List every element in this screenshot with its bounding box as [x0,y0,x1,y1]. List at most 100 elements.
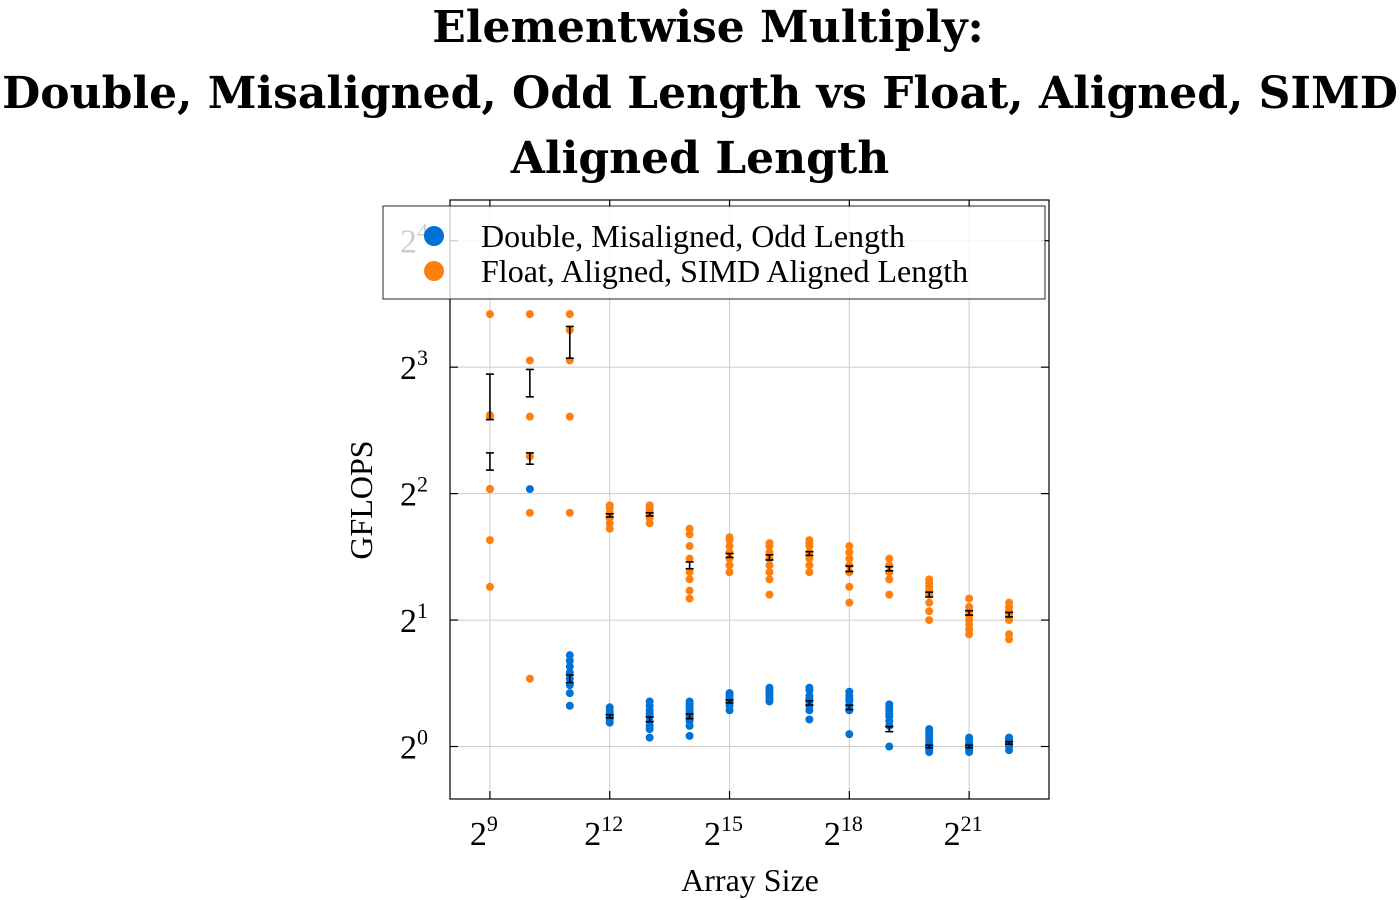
data-point-series-1 [845,582,854,591]
legend: Double, Misaligned, Odd Length Float, Al… [382,205,1046,300]
data-points [485,310,1014,757]
data-point-series-1 [565,508,574,517]
data-point-series-1 [845,542,854,551]
data-point-series-1 [485,536,494,545]
data-point-series-1 [805,561,814,570]
data-point-series-1 [685,530,694,539]
data-point-series-1 [485,582,494,591]
data-point-series-0 [685,697,694,706]
error-bar-series-1 [885,565,894,572]
error-bar-series-0 [1005,740,1014,745]
error-bar-series-0 [925,744,934,749]
data-point-series-0 [805,683,814,692]
data-point-series-1 [805,554,814,563]
error-bar-combined [485,373,494,421]
error-bar-series-0 [965,744,974,749]
data-point-series-1 [805,568,814,577]
legend-marker-float [424,261,444,281]
data-point-series-1 [765,590,774,599]
data-point-series-0 [645,697,654,706]
error-bar-combined [525,368,534,398]
error-bar-series-1 [805,550,814,557]
data-point-series-1 [685,524,694,533]
data-point-series-1 [685,586,694,595]
error-bar-series-0 [565,674,574,684]
data-point-series-1 [765,568,774,577]
error-bar-series-1 [725,552,734,559]
y-tick-label: 22 [400,472,428,514]
plot-area-frame [449,199,1050,800]
error-bar-series-0 [725,699,734,704]
x-tick-label-exponent: 21 [961,811,983,836]
x-axis-title: Array Size [681,862,819,898]
x-tick-label-base: 2 [584,816,601,853]
data-point-series-1 [1005,630,1014,639]
data-point-series-1 [885,575,894,584]
error-bar-series-0 [805,699,814,706]
data-point-series-1 [685,542,694,551]
error-bar-series-0 [885,725,894,733]
data-point-series-1 [485,485,494,494]
x-tick-label-base: 2 [470,816,487,853]
x-tick-label-base: 2 [704,816,721,853]
data-point-series-1 [845,598,854,607]
data-point-series-0 [965,733,974,742]
axis-ticks: 292122152182212021222324 [400,200,1049,853]
data-point-series-1 [645,501,654,510]
error-bar-combined [565,325,574,360]
data-point-series-1 [485,310,494,319]
data-point-series-1 [965,602,974,611]
y-tick-label-exponent: 0 [417,725,428,750]
data-point-series-0 [925,725,934,734]
data-point-series-1 [725,542,734,551]
error-bar-series-0 [645,716,654,723]
y-tick-label-exponent: 3 [417,345,428,370]
data-point-series-1 [725,561,734,570]
data-point-series-1 [525,412,534,421]
data-point-series-0 [725,689,734,698]
error-bar-series-1 [965,609,974,616]
x-tick-label-base: 2 [824,816,841,853]
error-bar-series-1 [845,565,854,573]
data-point-series-1 [685,594,694,603]
x-tick-label: 218 [824,811,863,853]
error-bar-combined [525,452,534,465]
data-point-series-1 [685,568,694,577]
y-tick-label-base: 2 [400,477,417,514]
data-point-series-1 [685,575,694,584]
data-point-series-1 [845,548,854,557]
data-point-series-1 [805,536,814,545]
data-point-series-1 [525,356,534,365]
x-tick-label-exponent: 12 [601,811,623,836]
y-tick-label: 21 [400,598,428,640]
legend-label-float: Float, Aligned, SIMD Aligned Length [481,253,968,289]
data-point-series-1 [765,539,774,548]
data-point-series-1 [525,674,534,683]
error-bar-series-0 [685,713,694,720]
data-point-series-1 [965,594,974,603]
data-point-series-0 [685,731,694,740]
error-bar-combined [485,452,494,471]
data-point-series-1 [925,607,934,616]
data-point-series-1 [925,616,934,625]
data-point-series-1 [525,508,534,517]
data-point-series-1 [1005,598,1014,607]
data-point-series-0 [565,656,574,665]
data-point-series-1 [885,554,894,563]
x-tick-label: 221 [944,811,983,853]
data-point-series-0 [845,687,854,696]
data-point-series-0 [805,715,814,724]
y-tick-label-exponent: 1 [417,598,428,623]
error-bar-series-1 [645,512,654,517]
data-point-series-1 [565,310,574,319]
error-bar-series-0 [605,713,614,719]
error-bars [485,325,1014,749]
data-point-series-0 [565,662,574,671]
error-bar-series-1 [925,591,934,598]
data-point-series-1 [925,598,934,607]
data-point-series-1 [525,310,534,319]
x-tick-label: 29 [470,811,498,853]
data-point-series-0 [845,730,854,739]
data-point-series-1 [765,561,774,570]
data-point-series-0 [565,701,574,710]
